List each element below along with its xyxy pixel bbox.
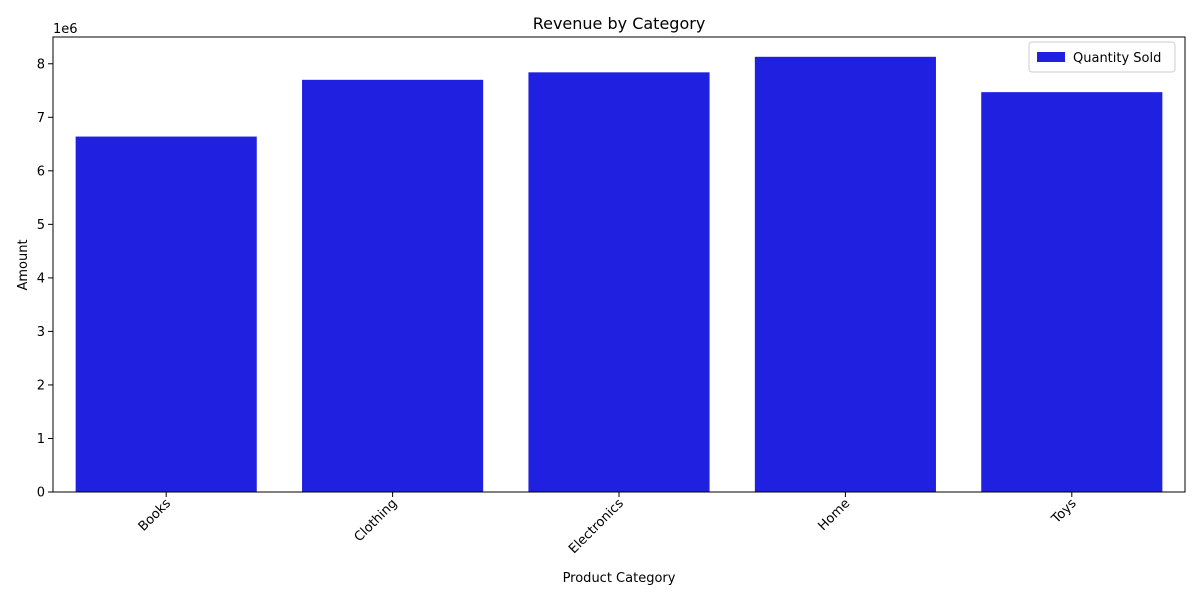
y-tick-label: 5 [37, 218, 45, 233]
bar-home [754, 56, 936, 493]
chart-title: Revenue by Category [533, 14, 706, 33]
y-tick-label: 8 [37, 57, 45, 72]
y-tick-label: 2 [37, 378, 45, 393]
y-tick-label: 0 [37, 486, 45, 501]
y-tick-label: 3 [37, 325, 45, 340]
x-tick-label: Home [815, 496, 853, 534]
legend: Quantity Sold [1028, 41, 1176, 73]
bar-electronics [528, 72, 710, 492]
bar-books [75, 136, 257, 492]
plot-area: Books Clothing Electronics Home Toys 0 1 2 3 4 5 6 7… [37, 36, 1186, 557]
x-tick-label: Electronics [566, 496, 627, 557]
y-tick-label: 7 [37, 111, 45, 126]
x-tick-label: Clothing [352, 496, 401, 545]
y-tick-label: 1 [37, 432, 45, 447]
x-tick-label: Books [136, 496, 174, 534]
y-axis-label: Amount [16, 239, 31, 290]
x-tick-label: Toys [1048, 496, 1079, 527]
y-tick-label: 4 [37, 271, 45, 286]
x-axis-label: Product Category [563, 571, 676, 586]
legend-box [1028, 41, 1176, 73]
legend-label: Quantity Sold [1073, 51, 1161, 66]
y-tick-label: 6 [37, 164, 45, 179]
legend-swatch [1037, 52, 1065, 62]
plot-frame [52, 36, 1186, 493]
bar-toys [981, 92, 1163, 492]
bar-clothing [302, 79, 484, 492]
y-offset-label: 1e6 [53, 22, 78, 37]
